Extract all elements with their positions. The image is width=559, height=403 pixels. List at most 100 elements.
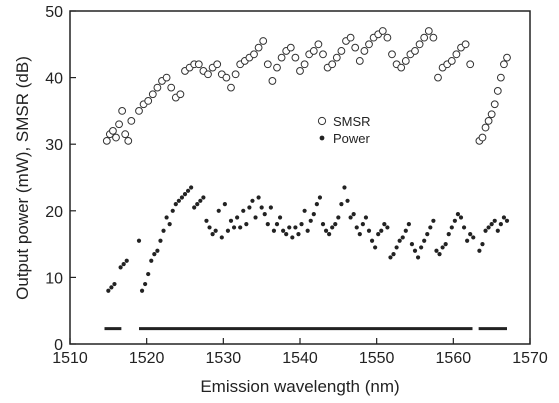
power-point: [391, 251, 396, 257]
power-point: [446, 232, 451, 237]
power-point: [182, 192, 188, 197]
power-point: [308, 218, 313, 223]
smsr-point: [481, 123, 490, 132]
power-point: [274, 222, 280, 227]
power-point: [314, 202, 319, 207]
smsr-point: [291, 53, 300, 62]
power-point: [146, 271, 151, 277]
power-point: [385, 225, 390, 230]
power-point: [397, 238, 402, 243]
power-point: [247, 205, 252, 210]
power-point: [179, 195, 185, 200]
smsr-point: [277, 53, 286, 62]
power-point: [238, 225, 243, 230]
power-point: [317, 195, 323, 200]
smsr-point: [231, 70, 240, 79]
power-point: [281, 228, 286, 233]
power-point: [244, 222, 249, 227]
power-point: [403, 228, 408, 233]
power-point: [143, 281, 148, 287]
power-point: [320, 222, 326, 227]
power-point: [373, 245, 378, 250]
power-point: [231, 225, 237, 230]
power-point: [480, 242, 485, 247]
smsr-point: [162, 73, 171, 82]
x-tick-label: 1560: [436, 350, 472, 367]
power-point: [382, 222, 387, 227]
power-point: [262, 212, 267, 217]
smsr-point: [487, 110, 496, 119]
smsr-point: [337, 47, 346, 55]
power-point: [477, 248, 482, 253]
power-point: [333, 222, 338, 227]
power-point: [210, 232, 215, 237]
smsr-point: [503, 53, 511, 62]
power-point: [124, 258, 129, 263]
y-tick-label: 40: [45, 71, 63, 88]
power-point: [360, 222, 365, 227]
smsr-point: [429, 33, 438, 42]
smsr-point: [263, 60, 272, 69]
legend: SMSR Power: [317, 114, 371, 146]
y-tick-label: 50: [45, 4, 63, 21]
power-point: [461, 225, 467, 230]
power-point: [348, 215, 353, 220]
power-point: [293, 225, 298, 230]
smsr-point: [478, 133, 487, 142]
power-point: [504, 218, 510, 223]
x-tick-label: 1540: [282, 350, 318, 367]
x-tick-label: 1520: [129, 350, 165, 367]
power-point: [228, 218, 234, 223]
y-tick-label: 10: [45, 270, 63, 287]
power-point: [440, 245, 445, 250]
power-point: [290, 235, 295, 240]
power-point: [431, 218, 436, 223]
smsr-point: [424, 27, 433, 35]
smsr-point: [346, 33, 355, 42]
smsr-point: [496, 73, 505, 82]
power-point: [121, 261, 126, 267]
power-point: [443, 242, 448, 247]
power-point: [207, 225, 212, 230]
plot-frame: [69, 10, 531, 345]
power-point: [437, 251, 442, 257]
power-point: [400, 235, 405, 240]
power-point: [271, 228, 277, 233]
power-point: [256, 195, 261, 200]
power-point: [455, 212, 461, 217]
power-point: [118, 265, 123, 270]
smsr-point: [452, 50, 461, 59]
smsr-point: [167, 83, 176, 92]
power-point: [342, 185, 347, 190]
legend-smsr-label: SMSR: [333, 114, 371, 129]
power-point: [311, 212, 316, 217]
power-point: [351, 212, 356, 217]
power-point: [241, 208, 246, 213]
smsr-point: [222, 73, 231, 82]
smsr-point: [176, 90, 185, 99]
power-point: [192, 205, 197, 210]
smsr-point: [124, 136, 133, 145]
power-point: [305, 228, 310, 233]
smsr-point: [109, 126, 117, 135]
power-point: [483, 228, 488, 233]
smsr-point: [490, 100, 499, 109]
smsr-point: [415, 40, 424, 49]
power-point: [161, 228, 166, 233]
power-point: [277, 215, 283, 220]
power-point: [158, 238, 163, 243]
power-point: [268, 205, 273, 210]
power-point: [458, 215, 464, 220]
smsr-point: [194, 60, 203, 69]
x-tick-label: 1550: [359, 350, 395, 367]
power-point: [369, 238, 375, 243]
plot-area: [102, 27, 511, 331]
y-axis: 0 10 20 30 40 50: [45, 4, 76, 354]
power-point: [409, 242, 415, 247]
power-point: [415, 255, 421, 260]
smsr-point: [144, 97, 153, 105]
power-point: [164, 215, 169, 220]
power-point: [136, 238, 142, 243]
smsr-point: [259, 37, 268, 45]
power-point: [219, 235, 224, 240]
